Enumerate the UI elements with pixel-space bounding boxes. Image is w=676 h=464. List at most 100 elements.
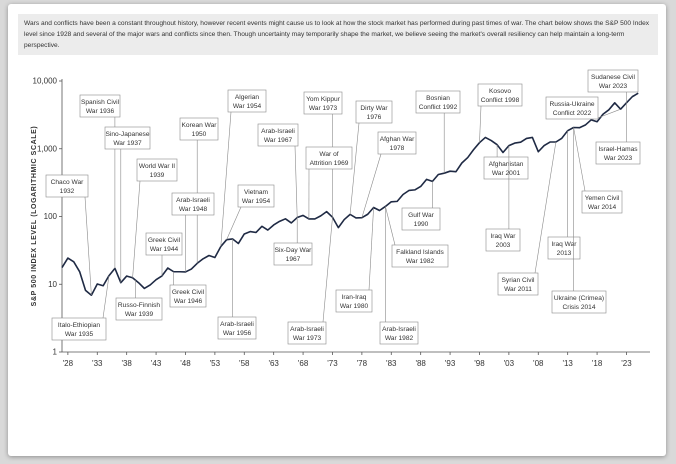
annotation-box	[273, 242, 313, 266]
x-tick-label: '88	[415, 359, 426, 368]
index-line	[61, 92, 639, 297]
annotation-text: Dirty War	[360, 105, 388, 112]
annotation-pointer	[294, 145, 298, 218]
annotation-text: Italo-Ethiopian	[58, 322, 100, 329]
annotation-box	[587, 69, 639, 93]
annotation-text: War 1982	[406, 258, 435, 265]
annotation-box	[497, 272, 539, 296]
y-tick-label: 1	[53, 348, 58, 357]
annotation-text: Chaco War	[51, 179, 85, 186]
x-tick-label: '03	[504, 359, 515, 368]
x-tick-label: '08	[533, 359, 544, 368]
annotation-box	[257, 123, 299, 147]
annotation-text: War 1954	[233, 103, 262, 110]
annotation-text: War 1948	[179, 206, 208, 213]
annotation-text: Conflict 1992	[419, 104, 458, 111]
x-tick-label: '83	[386, 359, 397, 368]
y-tick-label: 10	[48, 280, 57, 289]
x-tick-label: '63	[268, 359, 279, 368]
annotation-text: Six-Day War	[275, 247, 313, 254]
annotation-box	[305, 146, 353, 170]
annotation-text: Spanish Civil	[81, 99, 120, 106]
x-tick-label: '98	[474, 359, 485, 368]
annotation-text: War 1944	[150, 246, 179, 253]
annotation-box	[379, 321, 419, 345]
annotation-text: Afghanistan	[489, 161, 524, 168]
annotation-text: 1950	[192, 131, 207, 138]
y-tick-label: 1,000	[37, 144, 58, 153]
annotation-text: Arab-Israeli	[261, 128, 295, 135]
annotation-pointer	[220, 111, 232, 247]
y-axis-label: S&P 500 INDEX LEVEL (LOGARITHMIC SCALE)	[31, 126, 38, 307]
x-tick-label: '28	[63, 359, 74, 368]
annotation-box	[217, 316, 257, 340]
x-tick-label: '58	[239, 359, 250, 368]
annotation-text: War 1956	[223, 330, 252, 337]
annotation-text: Vietnam	[244, 189, 269, 196]
annotation-text: Algerian	[235, 94, 260, 101]
annotation-box	[169, 284, 207, 308]
x-tick-label: '93	[445, 359, 456, 368]
annotation-text: Afghan War	[380, 136, 415, 143]
annotation-box	[303, 91, 343, 115]
annotation-box	[51, 317, 107, 341]
annotation-box	[483, 156, 529, 180]
annotation-text: 2013	[557, 250, 572, 257]
annotation-text: Arab-Israeli	[290, 326, 324, 333]
annotation-pointer	[361, 153, 382, 218]
annotation-text: Conflict 1998	[481, 97, 520, 104]
x-tick-label: '78	[357, 359, 368, 368]
annotation-text: War 1936	[86, 108, 115, 115]
annotation-text: World War II	[139, 163, 175, 170]
annotation-text: Sudanese Civil	[591, 74, 636, 81]
x-tick-label: '23	[621, 359, 632, 368]
annotation-pointer	[349, 122, 360, 215]
annotation-box	[287, 321, 327, 345]
annotation-box	[355, 100, 393, 124]
annotation-text: Falkland Islands	[396, 249, 444, 256]
annotation-box	[115, 297, 163, 321]
annotation-pointer	[573, 127, 586, 192]
annotation-text: Israel-Hamas	[598, 146, 638, 153]
description: Wars and conflicts have been a constant …	[18, 14, 658, 55]
card	[8, 4, 666, 456]
annotation-box	[545, 96, 599, 120]
annotation-text: 1932	[60, 188, 75, 195]
annotation-text: 1978	[390, 145, 405, 152]
annotation-pointer	[322, 217, 333, 323]
annotation-pointer	[132, 180, 141, 278]
x-tick-label: '33	[92, 359, 103, 368]
annotation-text: War 2001	[492, 170, 521, 177]
annotation-text: Russo-Finnish	[118, 302, 160, 309]
annotation-box	[179, 117, 219, 141]
annotation-text: Korean War	[182, 122, 218, 129]
annotation-box	[335, 289, 373, 313]
annotation-box	[547, 236, 581, 260]
annotation-box	[136, 158, 178, 182]
annotation-pointer	[102, 275, 110, 319]
annotation-text: Gulf War	[408, 212, 435, 219]
annotation-text: War 2014	[588, 204, 617, 211]
annotation-text: Crisis 2014	[563, 304, 596, 311]
annotation-box	[485, 228, 521, 252]
annotation-text: Greek Civil	[148, 237, 181, 244]
annotation-text: Attrition 1969	[310, 160, 349, 167]
annotation-box	[145, 232, 183, 256]
annotation-text: Ukraine (Crimea)	[554, 295, 604, 302]
x-tick-label: '38	[121, 359, 132, 368]
x-tick-label: '43	[151, 359, 162, 368]
annotation-text: War 1946	[174, 298, 203, 305]
annotation-pointer	[479, 105, 482, 143]
annotation-box	[477, 83, 523, 107]
annotation-text: 1990	[414, 221, 429, 228]
annotation-text: War 1935	[65, 331, 94, 338]
annotations: Chaco War 1932 Spanish Civil War 1936 Sino-J…	[45, 69, 641, 345]
annotation-text: Yom Kippur	[306, 96, 341, 103]
annotation-text: Kosovo	[489, 88, 511, 95]
annotation-pointer	[368, 207, 374, 291]
annotation-text: 1939	[150, 172, 165, 179]
annotation-text: 1967	[286, 256, 301, 263]
annotation-box	[391, 244, 449, 268]
